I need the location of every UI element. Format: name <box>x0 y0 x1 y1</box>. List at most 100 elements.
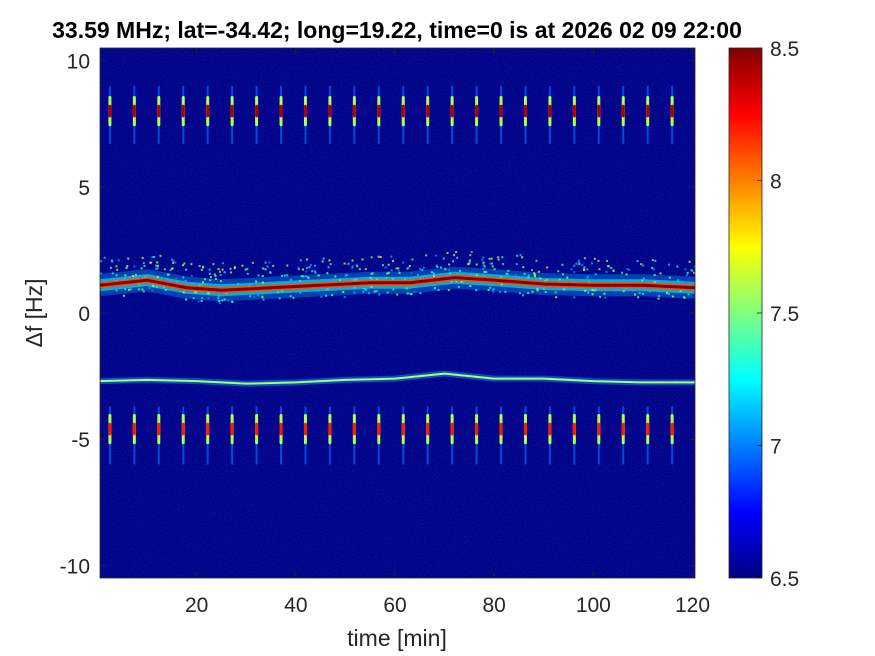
carrier-speckle <box>484 265 487 268</box>
carrier-speckle <box>483 271 486 274</box>
carrier-speckle <box>221 268 224 271</box>
carrier-speckle <box>370 272 373 275</box>
carrier-speckle <box>117 259 120 262</box>
carrier-speckle <box>578 263 581 266</box>
carrier-speckle <box>261 293 264 296</box>
carrier-speckle <box>641 279 644 282</box>
carrier-speckle <box>677 279 680 282</box>
carrier-speckle <box>593 257 596 260</box>
carrier-speckle <box>668 276 671 279</box>
carrier-speckle <box>475 289 478 292</box>
carrier-speckle <box>405 287 408 290</box>
carrier-speckle <box>305 266 308 269</box>
carrier-speckle <box>184 268 187 271</box>
pulse-peak <box>230 104 234 118</box>
carrier-speckle <box>561 263 564 266</box>
carrier-speckle <box>493 268 496 271</box>
carrier-speckle <box>172 261 175 264</box>
carrier-speckle <box>334 275 337 278</box>
carrier-speckle <box>411 258 414 261</box>
carrier-speckle <box>174 261 177 264</box>
carrier-speckle <box>115 265 118 268</box>
carrier-speckle <box>325 294 328 297</box>
carrier-speckle <box>687 293 690 296</box>
pulse-peak <box>475 422 479 436</box>
carrier-speckle <box>391 260 394 263</box>
carrier-speckle <box>218 270 221 273</box>
carrier-speckle <box>671 295 674 298</box>
carrier-speckle <box>591 288 594 291</box>
carrier-speckle <box>219 280 222 283</box>
carrier-speckle <box>573 264 576 267</box>
carrier-speckle <box>171 258 174 261</box>
carrier-speckle <box>521 256 524 259</box>
colorbar: 6.5 7 7.5 8 8.5 <box>728 38 799 591</box>
carrier-speckle <box>175 277 178 280</box>
carrier-speckle <box>515 263 518 266</box>
pulse-peak <box>450 422 454 436</box>
carrier-speckle <box>262 267 265 270</box>
carrier-speckle <box>231 300 234 303</box>
carrier-speckle <box>468 259 471 262</box>
carrier-speckle <box>200 268 203 271</box>
carrier-speckle <box>198 284 201 287</box>
carrier-speckle <box>384 266 387 269</box>
carrier-speckle <box>433 287 436 290</box>
carrier-speckle <box>111 260 114 263</box>
carrier-speckle <box>518 292 521 295</box>
carrier-speckle <box>314 271 317 274</box>
pulse-peak <box>426 104 430 118</box>
carrier-speckle <box>355 263 358 266</box>
carrier-speckle <box>214 275 217 278</box>
carrier-speckle <box>172 259 175 262</box>
carrier-speckle <box>450 280 453 283</box>
carrier-speckle <box>115 289 118 292</box>
carrier-speckle <box>376 278 379 281</box>
carrier-speckle <box>407 292 410 295</box>
carrier-speckle <box>542 287 545 290</box>
carrier-speckle <box>342 291 345 294</box>
carrier-speckle <box>522 266 525 269</box>
carrier-speckle <box>197 300 200 303</box>
carrier-speckle <box>115 274 118 277</box>
carrier-speckle <box>456 256 459 259</box>
carrier-speckle <box>444 268 447 271</box>
carrier-speckle <box>562 273 565 276</box>
carrier-speckle <box>419 292 422 295</box>
carrier-speckle <box>344 275 347 278</box>
carrier-speckle <box>217 267 220 270</box>
carrier-speckle <box>109 266 112 269</box>
carrier-speckle <box>223 298 226 301</box>
carrier-speckle <box>459 269 462 272</box>
carrier-speckle <box>404 278 407 281</box>
carrier-speckle <box>143 264 146 267</box>
carrier-speckle <box>370 256 373 259</box>
carrier-speckle <box>123 277 126 280</box>
carrier-speckle <box>685 281 688 284</box>
carrier-speckle <box>557 270 560 273</box>
carrier-speckle <box>566 276 569 279</box>
carrier-speckle <box>520 275 523 278</box>
carrier-speckle <box>321 260 324 263</box>
plot-area <box>99 47 696 579</box>
carrier-speckle <box>156 264 159 267</box>
carrier-speckle <box>390 255 393 258</box>
carrier-speckle <box>290 278 293 281</box>
carrier-speckle <box>387 271 390 274</box>
carrier-speckle <box>599 295 602 298</box>
carrier-speckle <box>209 276 212 279</box>
carrier-speckle <box>192 297 195 300</box>
carrier-speckle <box>676 265 679 268</box>
carrier-speckle <box>573 296 576 299</box>
carrier-speckle <box>163 268 166 271</box>
carrier-speckle <box>140 267 143 270</box>
carrier-speckle <box>351 259 354 262</box>
carrier-speckle <box>410 272 413 275</box>
carrier-speckle <box>345 274 348 277</box>
carrier-speckle <box>327 266 330 269</box>
carrier-speckle <box>111 272 114 275</box>
carrier-speckle <box>408 264 411 267</box>
x-tick-label: 120 <box>675 594 710 617</box>
carrier-speckle <box>545 278 548 281</box>
